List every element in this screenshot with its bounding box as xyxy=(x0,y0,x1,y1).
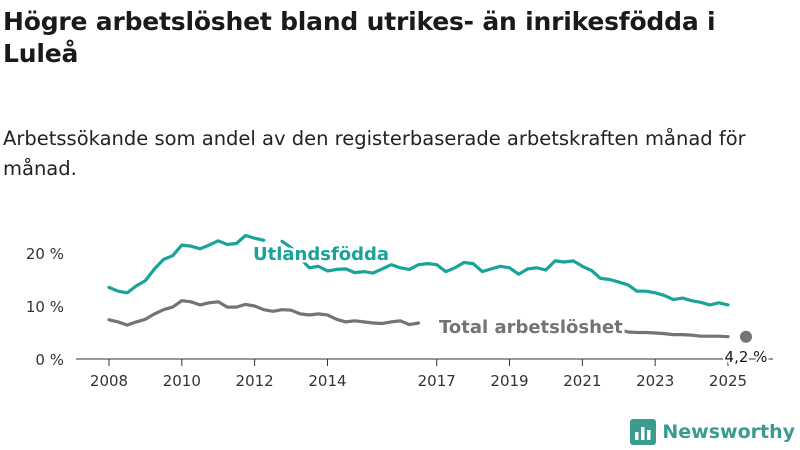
chart-title: Högre arbetslöshet bland utrikes- än inr… xyxy=(3,7,716,68)
x-tick-label: 2021 xyxy=(563,372,601,390)
chart-subtitle: Arbetssökande som andel av den registerb… xyxy=(3,127,746,180)
y-tick-label: 10 % xyxy=(26,298,64,316)
total-line xyxy=(617,327,730,339)
brand: Newsworthy xyxy=(630,419,795,445)
total-end-value-label: 4,2 % xyxy=(725,348,768,366)
x-tick-label: 2014 xyxy=(308,372,346,390)
y-tick-label: 20 % xyxy=(26,245,64,263)
total-label: Total arbetslöshet xyxy=(439,317,623,338)
utlandsfodda-line xyxy=(280,239,730,307)
total-line xyxy=(107,299,421,327)
utlandsfodda-label: Utlandsfödda xyxy=(253,244,389,265)
y-tick-label: 0 % xyxy=(35,351,64,369)
x-tick-label: 2023 xyxy=(636,372,674,390)
x-tick-label: 2025 xyxy=(709,372,747,390)
x-tick-label: 2010 xyxy=(163,372,201,390)
utlandsfodda-line xyxy=(107,233,266,295)
x-tick-label: 2017 xyxy=(418,372,456,390)
bar-chart-logo-icon xyxy=(630,419,657,445)
x-tick-label: 2012 xyxy=(236,372,274,390)
brand-name: Newsworthy xyxy=(662,421,795,443)
total-end-marker xyxy=(740,330,752,343)
x-tick-label: 2019 xyxy=(490,372,528,390)
x-tick-label: 2008 xyxy=(90,372,128,390)
